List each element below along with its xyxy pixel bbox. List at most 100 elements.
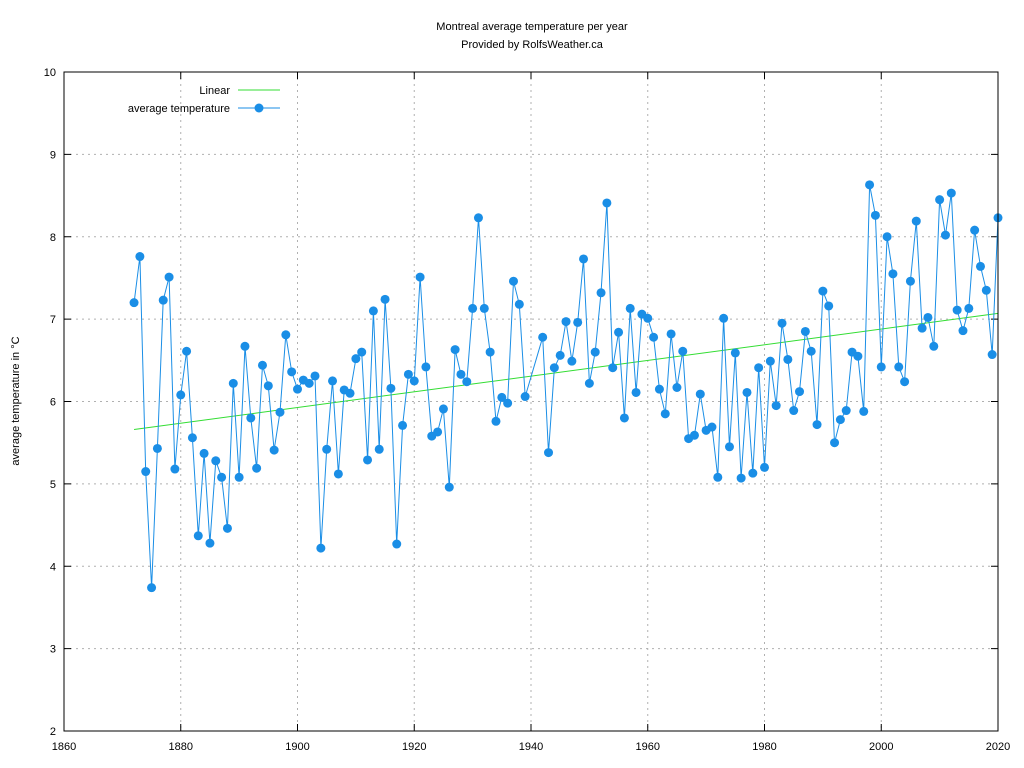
data-point [561, 317, 571, 327]
data-point [135, 252, 145, 262]
data-point [222, 523, 232, 533]
data-point [900, 377, 910, 387]
data-point [760, 462, 769, 472]
y-tick-label: 8 [50, 232, 56, 244]
data-point [940, 230, 950, 240]
data-point [544, 448, 554, 458]
data-point [929, 341, 939, 351]
data-point [608, 363, 618, 373]
data-point [549, 363, 559, 373]
data-point [380, 294, 390, 304]
data-point [514, 299, 524, 309]
data-point [719, 313, 729, 323]
data-point [841, 406, 851, 416]
data-point [736, 473, 746, 483]
data-point [281, 330, 291, 340]
data-point [625, 303, 635, 313]
y-axis-label: average temperature in °C [10, 336, 22, 465]
data-point [882, 232, 892, 242]
data-point [981, 285, 991, 295]
data-point [129, 298, 139, 308]
legend-average-label: average temperature [128, 103, 230, 115]
data-point [748, 468, 758, 478]
data-point [176, 390, 186, 400]
data-point [328, 376, 338, 386]
data-point [240, 341, 250, 351]
data-point [433, 427, 443, 437]
data-point [870, 210, 880, 220]
data-point [619, 413, 629, 423]
data-point [503, 398, 513, 408]
data-point [246, 413, 256, 423]
data-point [199, 448, 209, 458]
data-point [707, 422, 717, 432]
data-point [287, 367, 297, 377]
x-tick-label: 1900 [285, 741, 309, 753]
data-point [771, 401, 781, 411]
data-point [450, 345, 460, 355]
data-point [322, 444, 332, 454]
x-tick-label: 1860 [52, 741, 76, 753]
data-point [964, 303, 974, 313]
data-point [374, 444, 384, 454]
data-point [310, 371, 320, 381]
data-point [888, 269, 898, 279]
data-point [211, 456, 221, 466]
data-point [806, 346, 816, 356]
data-point [590, 347, 600, 357]
y-tick-label: 5 [50, 479, 56, 491]
data-point [293, 384, 302, 394]
data-point [742, 387, 752, 397]
data-point [485, 347, 495, 357]
data-point [351, 354, 361, 364]
y-tick-label: 6 [50, 397, 56, 409]
data-point [654, 384, 664, 394]
data-point [602, 198, 612, 208]
data-point [473, 213, 483, 223]
data-point [141, 467, 151, 477]
data-point [573, 317, 583, 327]
data-point [158, 295, 168, 305]
data-point [567, 356, 577, 366]
data-point [689, 430, 699, 440]
data-point [438, 404, 448, 414]
data-point [917, 323, 927, 333]
data-point [830, 438, 840, 448]
data-point [479, 303, 489, 313]
data-point [672, 382, 682, 392]
data-point [304, 378, 314, 388]
data-point [228, 378, 238, 388]
data-point [876, 362, 886, 372]
legend-linear-label: Linear [199, 85, 230, 97]
data-point [234, 472, 244, 482]
data-point [695, 389, 705, 399]
data-point [217, 472, 227, 482]
legend-average-marker [254, 103, 264, 113]
data-point [631, 387, 641, 397]
data-point [164, 272, 174, 282]
y-tick-label: 4 [50, 561, 56, 573]
data-point [754, 363, 764, 373]
data-point [818, 286, 828, 296]
data-point [835, 415, 845, 425]
x-tick-label: 1980 [752, 741, 776, 753]
data-point [386, 383, 396, 393]
data-point [649, 332, 659, 342]
data-point [596, 288, 606, 298]
data-point [730, 348, 740, 358]
data-point [800, 326, 810, 336]
data-point [152, 443, 162, 453]
data-point [987, 350, 997, 360]
legend: Linear average temperature [128, 85, 280, 115]
data-point [316, 543, 326, 553]
data-point [456, 369, 466, 379]
data-point [812, 420, 822, 430]
y-tick-label: 3 [50, 644, 56, 656]
data-point [614, 327, 624, 337]
x-tick-label: 1880 [169, 741, 193, 753]
data-point [678, 346, 688, 356]
x-tick-label: 2020 [986, 741, 1010, 753]
data-point [269, 445, 279, 455]
data-point [182, 346, 192, 356]
data-point [392, 539, 402, 549]
